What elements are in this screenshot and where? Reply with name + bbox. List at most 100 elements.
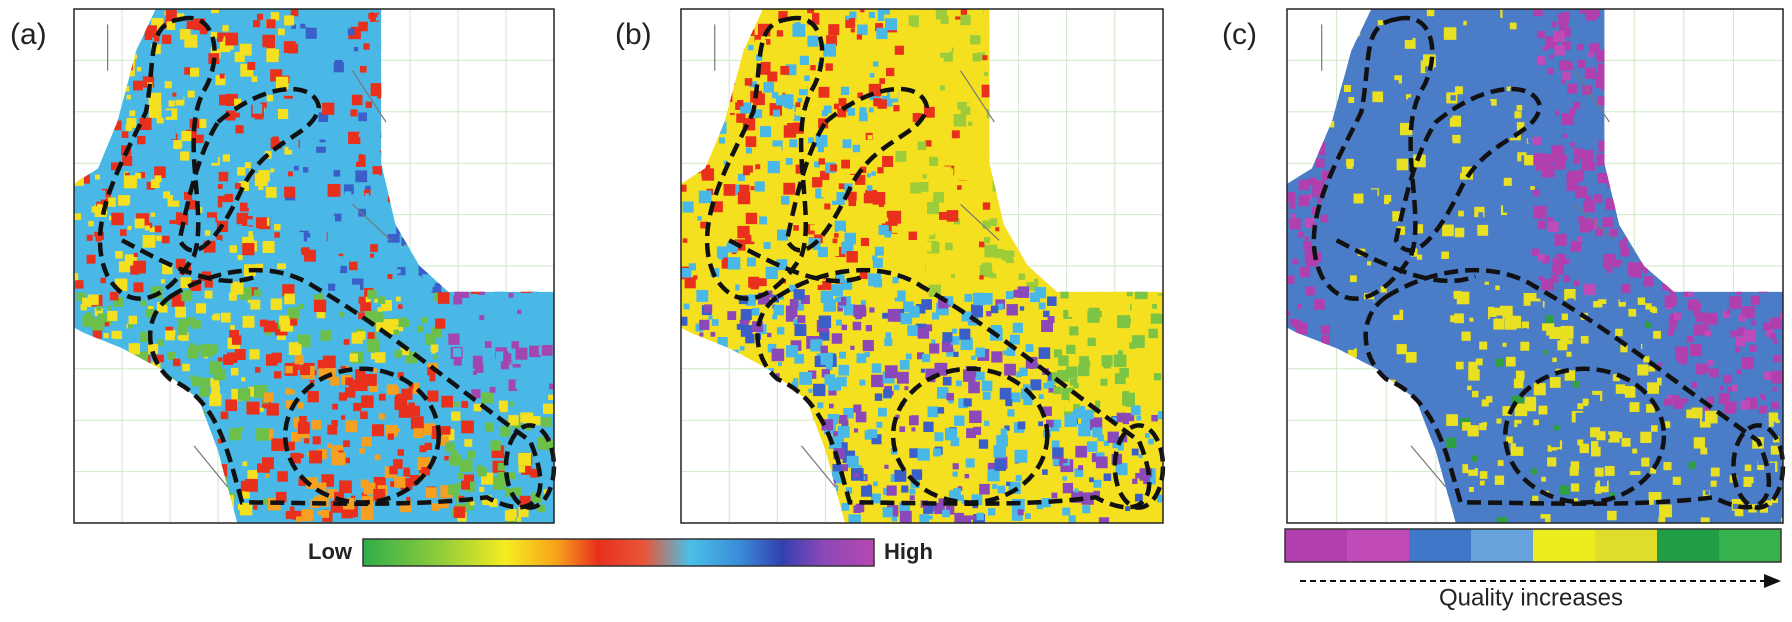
map-cell (957, 494, 964, 501)
map-cell (1145, 433, 1150, 438)
map-cell (1700, 458, 1708, 466)
map-cell (543, 403, 554, 414)
map-cell (253, 289, 261, 297)
map-cell (235, 112, 241, 118)
map-cell (353, 9, 362, 14)
map-cell (1287, 275, 1295, 285)
map-cell (826, 35, 837, 47)
map-cell (1426, 243, 1438, 256)
map-cell (234, 348, 246, 360)
map-cell (352, 278, 364, 290)
map-cell (323, 287, 330, 294)
map-cell (1079, 446, 1086, 452)
map-cell (1745, 397, 1758, 410)
map-cell (365, 65, 377, 77)
map-cell (363, 482, 376, 495)
map-cell (963, 253, 972, 263)
map-cell (718, 137, 726, 144)
map-cell (1429, 340, 1437, 347)
map-cell (346, 149, 359, 162)
map-cell (929, 343, 940, 354)
map-cell (1573, 504, 1585, 516)
map-cell (973, 292, 986, 306)
map-cell (911, 9, 919, 13)
map-cell (1740, 400, 1750, 410)
map-cell (1515, 248, 1525, 257)
map-cell (716, 232, 728, 244)
arrow-head (1764, 574, 1781, 588)
map-cell (1143, 477, 1151, 485)
map-cell (459, 459, 473, 473)
map-cell (373, 9, 382, 13)
map-cell (147, 222, 153, 228)
map-cell (484, 341, 492, 348)
map-cell (1015, 475, 1022, 482)
map-cell (285, 365, 293, 374)
map-cell (311, 420, 321, 430)
map-cell (1559, 485, 1570, 495)
map-cell (1557, 340, 1568, 351)
map-cell (1014, 449, 1028, 463)
map-cell (453, 295, 463, 305)
map-cell (1383, 260, 1392, 269)
map-cell (951, 273, 956, 278)
map-cell (1470, 514, 1478, 522)
map-cell (1542, 46, 1548, 51)
map-cell (1741, 357, 1754, 370)
map-cell (372, 226, 378, 232)
map-cell (1383, 199, 1390, 205)
map-cell (1603, 405, 1612, 414)
map-cell (1004, 363, 1016, 376)
map-cell (353, 402, 362, 412)
map-cell (873, 481, 878, 487)
map-cell (810, 224, 816, 231)
map-cell (291, 57, 297, 64)
map-cell (365, 296, 371, 303)
map-cell (1669, 323, 1677, 331)
map-cell (969, 410, 982, 424)
map-cell (942, 509, 950, 518)
map-cell (1479, 422, 1487, 431)
map-cell (951, 181, 962, 193)
map-cell (319, 203, 326, 210)
map-cell (468, 327, 475, 334)
map-cell (898, 61, 905, 69)
map-cell (397, 449, 405, 456)
map-cell (1598, 299, 1607, 308)
map-cell (884, 338, 893, 347)
map-cell (381, 299, 392, 311)
map-cell (1038, 394, 1044, 399)
map-cell (1062, 458, 1068, 464)
map-cell (982, 55, 988, 61)
map-cell (755, 164, 761, 170)
map-cell (286, 441, 295, 451)
map-cell (1587, 394, 1601, 408)
map-cell (745, 295, 756, 306)
map-cell (1581, 430, 1586, 435)
quality-colorbar (1284, 528, 1782, 563)
map-cell (128, 343, 140, 355)
map-cell (1017, 509, 1024, 516)
map-cell (818, 315, 832, 328)
map-cell (1609, 492, 1615, 499)
map-cell (322, 355, 336, 369)
map-cell (1545, 315, 1554, 324)
map-cell (799, 55, 809, 65)
map-cell (1771, 370, 1783, 384)
map-cell (804, 75, 810, 82)
map-cell (812, 177, 823, 188)
map-cell (1541, 278, 1554, 291)
map-cell (739, 184, 750, 196)
map-cell (1621, 283, 1631, 294)
map-cell (976, 228, 983, 236)
map-cell (1732, 503, 1738, 510)
map-cell (254, 367, 261, 373)
map-cell (781, 94, 794, 107)
map-cell (425, 487, 437, 499)
map-cell (187, 347, 199, 359)
map-cell (980, 293, 993, 305)
map-cell (1559, 60, 1570, 71)
map-cell (854, 472, 859, 478)
map-cell (1530, 468, 1537, 475)
map-cell (1511, 227, 1522, 238)
